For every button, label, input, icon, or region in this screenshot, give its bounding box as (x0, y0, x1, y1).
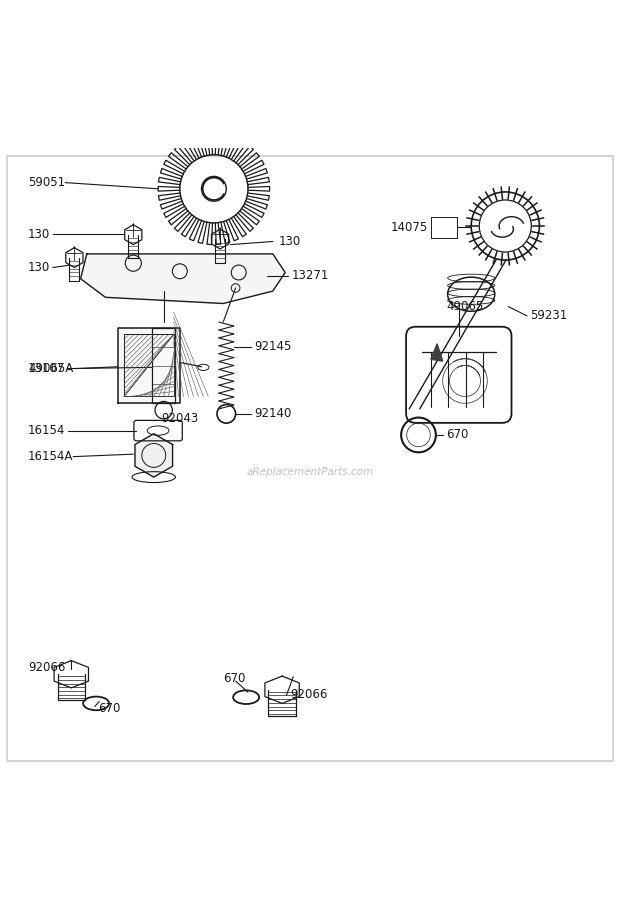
Text: 49065A: 49065A (28, 362, 73, 375)
Bar (431, 217, 457, 238)
Text: 59231: 59231 (530, 309, 567, 323)
Polygon shape (135, 434, 172, 477)
Polygon shape (81, 254, 285, 304)
Text: 92140: 92140 (254, 407, 291, 420)
Text: 130: 130 (28, 227, 50, 240)
Text: 59051: 59051 (28, 176, 65, 189)
Text: 130: 130 (28, 261, 50, 274)
Text: 16154A: 16154A (28, 450, 73, 463)
Text: 16154: 16154 (28, 424, 65, 437)
Text: 92066: 92066 (28, 661, 65, 674)
Text: 670: 670 (223, 672, 246, 685)
Text: 13107: 13107 (28, 362, 65, 375)
Text: 92043: 92043 (161, 412, 198, 425)
Polygon shape (118, 328, 180, 403)
Text: 92145: 92145 (254, 340, 291, 353)
Text: 14075: 14075 (391, 221, 428, 234)
Text: 92066: 92066 (290, 688, 327, 701)
Text: 13271: 13271 (291, 269, 329, 282)
Text: 670: 670 (446, 428, 469, 441)
Text: aReplacementParts.com: aReplacementParts.com (246, 467, 374, 477)
Text: 49065: 49065 (446, 300, 484, 313)
Text: 670: 670 (98, 702, 120, 715)
Text: 130: 130 (279, 235, 301, 248)
Polygon shape (431, 344, 443, 361)
